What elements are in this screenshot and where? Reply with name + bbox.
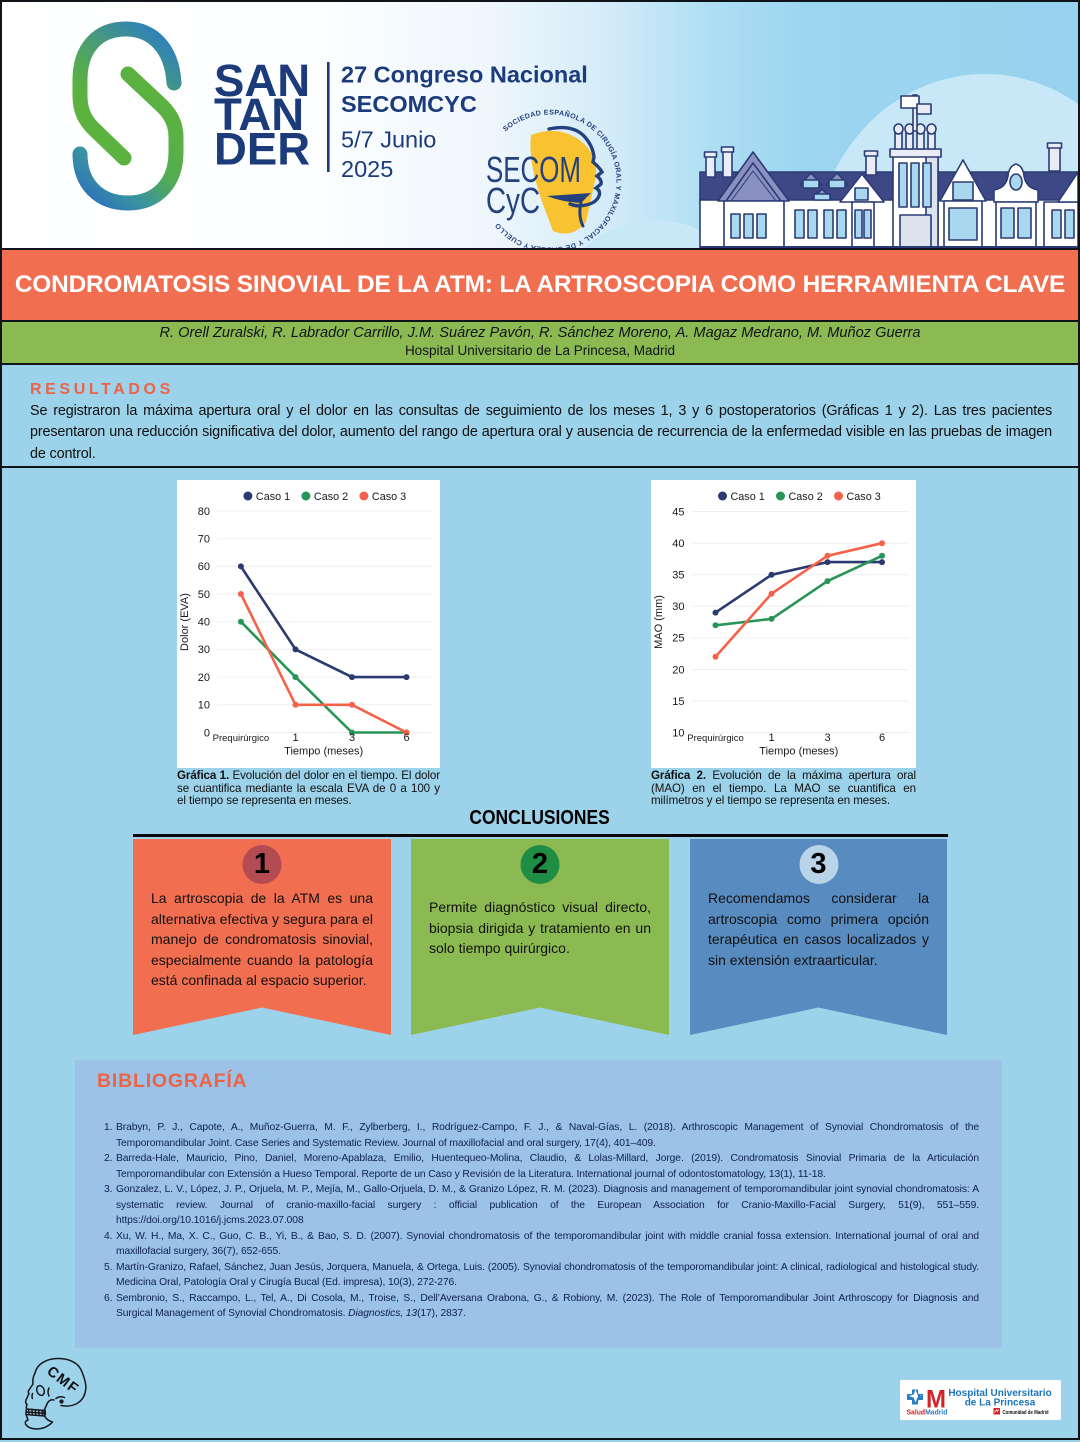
- svg-text:Caso 1: Caso 1: [256, 491, 290, 503]
- svg-text:50: 50: [198, 589, 210, 601]
- svg-text:SECOMCYC: SECOMCYC: [341, 91, 477, 117]
- svg-text:30: 30: [198, 644, 210, 656]
- svg-text:1: 1: [292, 732, 298, 744]
- svg-text:Caso 3: Caso 3: [372, 491, 406, 503]
- svg-text:80: 80: [198, 506, 210, 518]
- svg-text:SECOM: SECOM: [486, 149, 581, 190]
- svg-text:6: 6: [879, 732, 885, 744]
- svg-text:M: M: [926, 1386, 946, 1414]
- svg-text:40: 40: [198, 617, 210, 629]
- svg-text:Caso 1: Caso 1: [731, 491, 765, 503]
- svg-text:Dolor (EVA): Dolor (EVA): [179, 593, 191, 651]
- svg-text:de La Princesa: de La Princesa: [965, 1397, 1036, 1408]
- svg-text:SAN: SAN: [214, 55, 310, 106]
- svg-text:27 Congreso Nacional: 27 Congreso Nacional: [341, 62, 588, 88]
- svg-text:30: 30: [672, 601, 684, 613]
- svg-text:Tiempo (meses): Tiempo (meses): [759, 746, 838, 758]
- svg-text:6: 6: [403, 732, 409, 744]
- svg-text:Tiempo (meses): Tiempo (meses): [284, 746, 363, 758]
- svg-text:CyC: CyC: [486, 180, 540, 221]
- svg-text:5/7 Junio: 5/7 Junio: [341, 127, 436, 153]
- svg-text:3: 3: [824, 732, 830, 744]
- svg-text:45: 45: [672, 506, 684, 518]
- svg-text:15: 15: [672, 696, 684, 708]
- svg-text:CMF: CMF: [44, 1363, 82, 1397]
- svg-text:MAO (mm): MAO (mm): [653, 595, 665, 649]
- svg-text:10: 10: [198, 700, 210, 712]
- svg-text:Hospital Universitario: Hospital Universitario: [948, 1388, 1051, 1399]
- svg-text:Prequirúrgico: Prequirúrgico: [213, 733, 270, 744]
- svg-text:TAN: TAN: [214, 89, 304, 140]
- svg-text:Caso 2: Caso 2: [789, 491, 823, 503]
- svg-text:20: 20: [198, 672, 210, 684]
- svg-text:3: 3: [349, 732, 355, 744]
- svg-text:Caso 2: Caso 2: [314, 491, 348, 503]
- svg-text:70: 70: [198, 534, 210, 546]
- svg-text:Caso 3: Caso 3: [847, 491, 881, 503]
- svg-text:2025: 2025: [341, 156, 393, 182]
- svg-text:40: 40: [672, 538, 684, 550]
- svg-text:35: 35: [672, 570, 684, 582]
- svg-text:25: 25: [672, 633, 684, 645]
- svg-text:20: 20: [672, 664, 684, 676]
- svg-text:SaludMadrid: SaludMadrid: [907, 1407, 948, 1416]
- svg-text:1: 1: [768, 732, 774, 744]
- svg-text:Comunidad de Madrid: Comunidad de Madrid: [1003, 1410, 1049, 1416]
- svg-text:0: 0: [204, 727, 210, 739]
- svg-text:10: 10: [672, 727, 684, 739]
- svg-text:60: 60: [198, 561, 210, 573]
- svg-text:DER: DER: [214, 124, 310, 175]
- svg-text:Prequirúrgico: Prequirúrgico: [687, 733, 744, 744]
